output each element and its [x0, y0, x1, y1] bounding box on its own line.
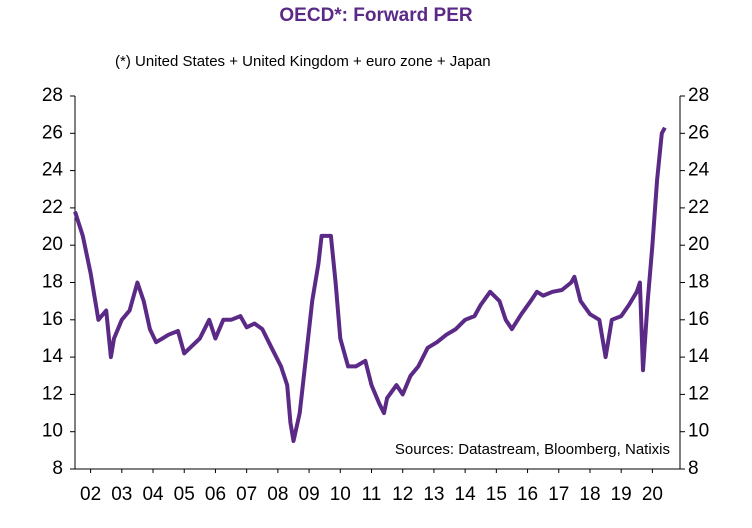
y2-tick-label: 26: [688, 122, 709, 143]
y-tick-label: 8: [52, 458, 63, 479]
x-tick-label: 16: [517, 484, 538, 505]
x-tick-label: 14: [455, 484, 477, 505]
y2-tick-label: 20: [688, 234, 709, 255]
y2-tick-label: 8: [688, 458, 699, 479]
chart-title: OECD*: Forward PER: [279, 5, 472, 26]
x-tick-label: 09: [299, 484, 320, 505]
y2-tick-label: 22: [688, 197, 709, 218]
x-tick-label: 18: [579, 484, 600, 505]
y-tick-label: 10: [42, 421, 63, 442]
y-tick-label: 12: [42, 383, 63, 404]
y-tick-label: 16: [42, 309, 63, 330]
x-tick-label: 03: [111, 484, 132, 505]
y-tick-label: 18: [42, 272, 63, 293]
y-tick-label: 14: [42, 346, 64, 367]
source-note: Sources: Datastream, Bloomberg, Natixis: [395, 441, 670, 458]
x-tick-label: 07: [236, 484, 257, 505]
x-tick-label: 17: [548, 484, 569, 505]
data-line: [73, 126, 667, 443]
x-tick-label: 08: [267, 484, 288, 505]
y2-tick-label: 12: [688, 383, 709, 404]
x-tick-label: 10: [330, 484, 351, 505]
y-tick-label: 20: [42, 234, 63, 255]
y-tick-label: 26: [42, 122, 63, 143]
chart-subtitle: (*) United States + United Kingdom + eur…: [115, 53, 491, 70]
y2-tick-label: 16: [688, 309, 709, 330]
x-tick-label: 11: [362, 484, 382, 505]
y-tick-label: 28: [42, 85, 63, 106]
x-tick-label: 13: [423, 484, 444, 505]
x-tick-label: 15: [486, 484, 507, 505]
y2-tick-label: 18: [688, 272, 709, 293]
x-tick-label: 05: [174, 484, 195, 505]
x-tick-label: 12: [392, 484, 413, 505]
x-tick-label: 04: [142, 484, 164, 505]
x-tick-label: 20: [642, 484, 663, 505]
y2-tick-label: 24: [688, 160, 710, 181]
y-tick-label: 22: [42, 197, 63, 218]
y-tick-label: 24: [42, 160, 64, 181]
x-tick-label: 19: [611, 484, 632, 505]
y2-tick-label: 28: [688, 85, 709, 106]
y2-tick-label: 14: [688, 346, 710, 367]
x-tick-label: 06: [205, 484, 226, 505]
y2-tick-label: 10: [688, 421, 709, 442]
x-tick-label: 02: [80, 484, 101, 505]
